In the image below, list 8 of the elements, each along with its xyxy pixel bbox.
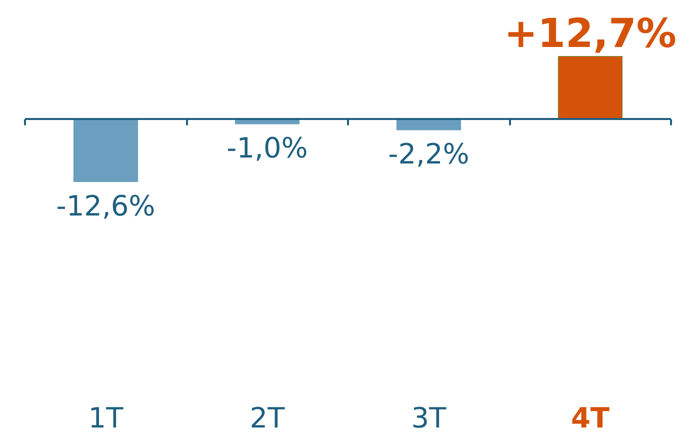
x-tick-label: 2T	[250, 402, 286, 432]
data-label: -12,6%	[56, 190, 156, 222]
x-tick-label: 3T	[411, 402, 448, 432]
x-tick-label: 1T	[88, 402, 124, 432]
data-label: +12,7%	[504, 11, 676, 57]
x-tick-label: 4T	[570, 402, 610, 432]
data-label: -1,0%	[226, 132, 308, 165]
data-label: -2,2%	[388, 138, 470, 171]
